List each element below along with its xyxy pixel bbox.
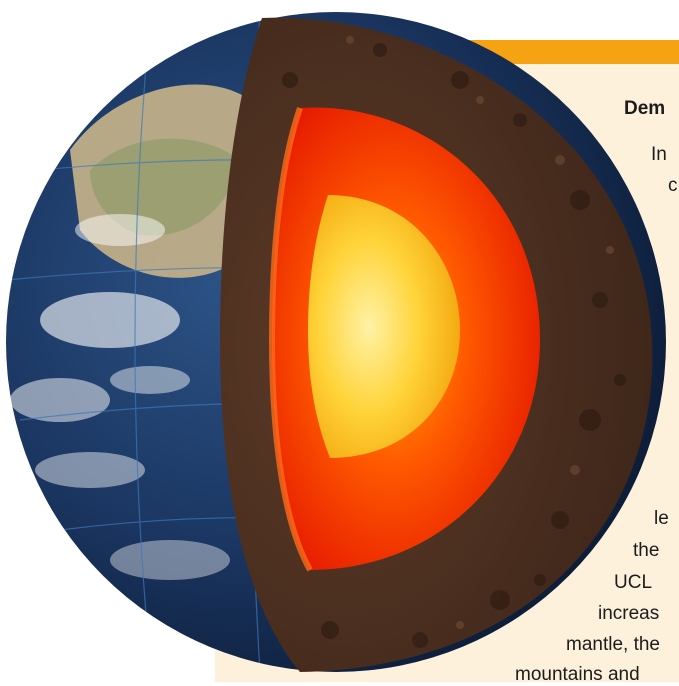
article-line-8: mountains and [515, 664, 640, 685]
article-line-3: le [654, 508, 669, 529]
core-layer [308, 195, 460, 458]
article-line-2: c [668, 175, 678, 196]
article-line-7: mantle, the [566, 634, 660, 655]
article-line-5: UCL [614, 572, 653, 593]
article-heading: Dem [624, 98, 666, 119]
article-line-1: In [651, 144, 667, 165]
earth-surface [6, 12, 341, 672]
article-line-6: increas [598, 603, 660, 624]
article-line-4: the [633, 540, 660, 561]
